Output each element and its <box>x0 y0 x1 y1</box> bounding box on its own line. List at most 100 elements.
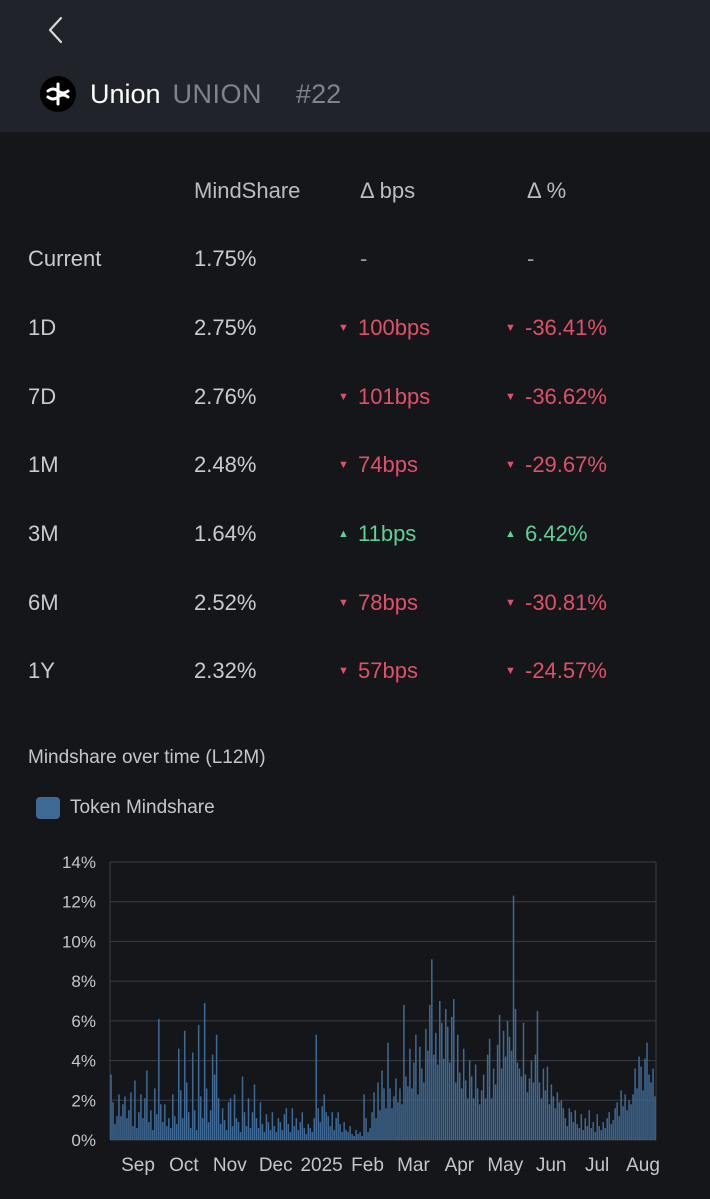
mindshare-bar <box>227 1102 230 1140</box>
mindshare-bar <box>566 1126 569 1140</box>
mindshare-bar <box>602 1122 604 1140</box>
mindshare-bar <box>407 1086 409 1140</box>
mindshare-bar <box>295 1118 298 1140</box>
mindshare-bar <box>405 1076 407 1140</box>
mindshare-bar <box>231 1126 234 1140</box>
mindshare-bar <box>116 1116 118 1140</box>
x-tick-label: Apr <box>445 1155 475 1176</box>
mindshare-bar <box>273 1126 276 1140</box>
mindshare-bar <box>193 1110 196 1140</box>
mindshare-bar <box>166 1126 168 1140</box>
mindshare-bar <box>476 1088 479 1140</box>
mindshare-bar <box>279 1122 282 1140</box>
row-label-current: Current <box>28 246 102 271</box>
mindshare-bar <box>596 1114 598 1140</box>
row-1y-pct: ▼ -24.57% <box>505 658 607 683</box>
mindshare-bar <box>349 1126 351 1140</box>
mindshare-bar <box>528 1078 531 1140</box>
row-1y-mindshare: 2.32% <box>194 658 257 683</box>
mindshare-bar <box>265 1114 268 1140</box>
mindshare-bar <box>297 1130 300 1140</box>
mindshare-bar <box>319 1122 321 1140</box>
mindshare-bar <box>259 1102 262 1140</box>
y-tick-label: 10% <box>62 932 96 951</box>
mindshare-bar <box>136 1128 138 1140</box>
mindshare-bar <box>303 1128 306 1140</box>
mindshare-bar <box>371 1112 373 1140</box>
mindshare-bar <box>441 1022 443 1140</box>
mindshare-bar <box>309 1128 312 1140</box>
row-6m-pct: ▼ -30.81% <box>505 590 607 615</box>
mindshare-bar <box>327 1116 329 1140</box>
col-header-mindshare: MindShare <box>194 178 301 203</box>
mindshare-bar <box>522 1022 525 1140</box>
mindshare-bar <box>588 1110 590 1140</box>
mindshare-bar <box>243 1112 246 1140</box>
row-7d-bps: ▼ 101bps <box>338 384 431 409</box>
mindshare-bar <box>355 1130 357 1140</box>
mindshare-bar <box>604 1128 606 1140</box>
mindshare-bar <box>574 1110 577 1140</box>
mindshare-bar <box>335 1118 337 1140</box>
mindshare-bar <box>468 1060 471 1140</box>
mindshare-bar <box>385 1108 387 1140</box>
mindshare-bar <box>586 1126 588 1140</box>
mindshare-bar <box>164 1104 166 1140</box>
mindshare-bar <box>568 1108 571 1140</box>
row-6m-mindshare: 2.52% <box>194 590 257 615</box>
mindshare-bar <box>321 1106 323 1140</box>
mindshare-bar <box>498 1014 501 1140</box>
mindshare-bar <box>345 1130 347 1140</box>
mindshare-bar <box>403 1004 405 1140</box>
row-label-6m: 6M <box>28 590 59 615</box>
mindshare-bar <box>560 1100 563 1140</box>
x-tick-label: May <box>487 1155 523 1176</box>
mindshare-bar <box>317 1108 319 1140</box>
mindshare-bar <box>580 1114 583 1140</box>
mindshare-bar <box>584 1118 587 1140</box>
mindshare-bar <box>283 1114 286 1140</box>
mindshare-bar <box>315 1034 317 1140</box>
mindshare-bar <box>614 1108 616 1140</box>
mindshare-bar <box>460 1088 463 1140</box>
row-current-mindshare: 1.75% <box>194 246 257 271</box>
mindshare-bar <box>570 1112 573 1140</box>
mindshare-bar <box>423 1082 425 1140</box>
caret-down-icon: ▼ <box>338 665 349 677</box>
row-1m-mindshare: 2.48% <box>194 452 257 477</box>
mindshare-bar <box>572 1122 575 1140</box>
mindshare-bar <box>237 1122 240 1140</box>
row-label-1d: 1D <box>28 315 57 340</box>
mindshare-bar <box>622 1106 624 1140</box>
mindshare-bar <box>437 1064 439 1140</box>
mindshare-bar <box>500 1068 503 1140</box>
mindshare-bar <box>207 1122 210 1140</box>
mindshare-bar <box>652 1068 654 1140</box>
mindshare-bar <box>381 1070 383 1140</box>
mindshare-bar <box>393 1096 395 1140</box>
mindshare-bar <box>162 1122 164 1140</box>
mindshare-bar <box>199 1096 202 1140</box>
mindshare-bar <box>632 1094 634 1140</box>
col-header-delta-bps: Δ bps <box>360 178 416 203</box>
mindshare-bar <box>431 959 433 1140</box>
x-tick-label: Jul <box>585 1155 609 1176</box>
mindshare-bar <box>548 1104 551 1140</box>
mindshare-bar <box>435 1032 437 1140</box>
mindshare-bar <box>510 1050 513 1140</box>
mindshare-bar <box>150 1110 152 1140</box>
caret-down-icon: ▼ <box>505 391 516 403</box>
mindshare-bar <box>245 1126 248 1140</box>
mindshare-bar <box>219 1124 222 1140</box>
row-1m-pct: ▼ -29.67% <box>505 452 607 477</box>
back-button[interactable] <box>40 12 72 48</box>
chart-legend-item[interactable]: Token Mindshare <box>36 797 215 819</box>
x-tick-label: Mar <box>397 1155 430 1176</box>
mindshare-bar <box>142 1118 144 1140</box>
mindshare-bar <box>409 1048 411 1140</box>
mindshare-bar <box>168 1118 170 1140</box>
mindshare-bar <box>516 1062 519 1140</box>
mindshare-bar <box>492 1068 495 1140</box>
mindshare-bar <box>506 1020 509 1140</box>
token-ticker: UNION <box>172 78 263 109</box>
